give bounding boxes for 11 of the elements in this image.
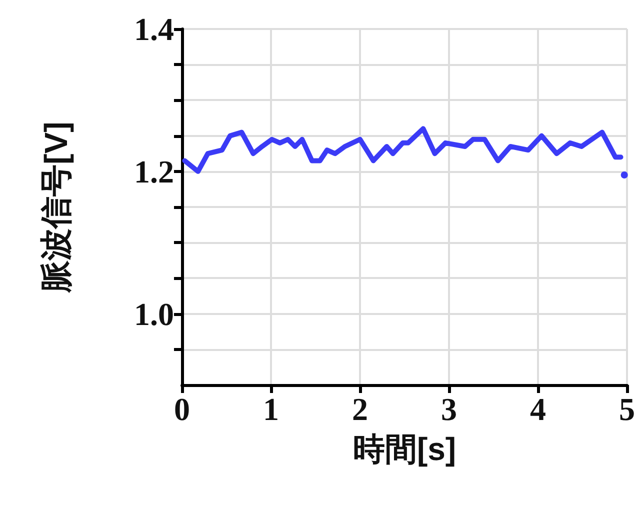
x-tick-label: 0 [174, 391, 190, 427]
x-tick-label: 1 [263, 391, 279, 427]
y-tick-label: 1.0 [134, 296, 174, 332]
y-tick-label: 1.2 [134, 153, 174, 190]
x-tick-label: 5 [619, 391, 635, 427]
x-tick-label: 4 [530, 391, 546, 427]
x-axis-title: 時間[s] [352, 431, 456, 467]
x-tick-label: 2 [352, 391, 368, 427]
y-axis-title: 脈波信号[V] [38, 122, 74, 294]
y-tick-label: 1.4 [134, 11, 174, 47]
x-tick-label: 3 [441, 391, 457, 427]
